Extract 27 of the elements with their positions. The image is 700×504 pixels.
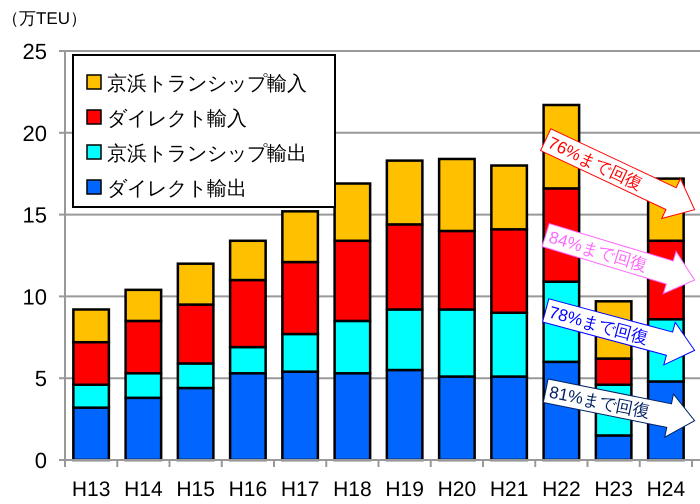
x-tick-label: H19 bbox=[385, 478, 424, 501]
y-tick-label: 15 bbox=[22, 202, 47, 228]
y-tick-label: 25 bbox=[22, 39, 47, 64]
annotation: 81%まで回復 bbox=[548, 382, 652, 422]
annotation: 78%まで回復 bbox=[546, 302, 650, 348]
x-tick-label: H16 bbox=[228, 478, 268, 501]
y-tick-label: 10 bbox=[22, 284, 47, 310]
annotation: 84%まで回復 bbox=[546, 228, 650, 276]
x-tick-label: H14 bbox=[124, 478, 163, 501]
y-tick-label: 0 bbox=[34, 448, 47, 473]
x-tick-label: H24 bbox=[646, 478, 686, 501]
x-tick-label: H17 bbox=[280, 478, 320, 501]
x-tick-label: H15 bbox=[176, 478, 215, 501]
x-tick-label: H21 bbox=[490, 478, 528, 501]
y-tick-label: 20 bbox=[22, 120, 47, 146]
x-tick-label: H13 bbox=[72, 478, 110, 501]
legend-label: 京浜トランシップ輸出 bbox=[107, 143, 307, 165]
legend-label: ダイレクト輸入 bbox=[107, 108, 247, 130]
annotation: 76%まで回復 bbox=[545, 133, 646, 194]
legend-label: ダイレクト輸出 bbox=[107, 178, 247, 200]
legend-label: 京浜トランシップ輸入 bbox=[107, 73, 307, 95]
x-tick-label: H23 bbox=[594, 478, 633, 501]
y-axis-title: （万TEU） bbox=[2, 9, 87, 28]
x-tick-label: H18 bbox=[333, 478, 372, 501]
x-tick-label: H22 bbox=[542, 478, 581, 501]
x-tick-label: H20 bbox=[438, 478, 476, 501]
y-tick-label: 5 bbox=[34, 366, 47, 392]
